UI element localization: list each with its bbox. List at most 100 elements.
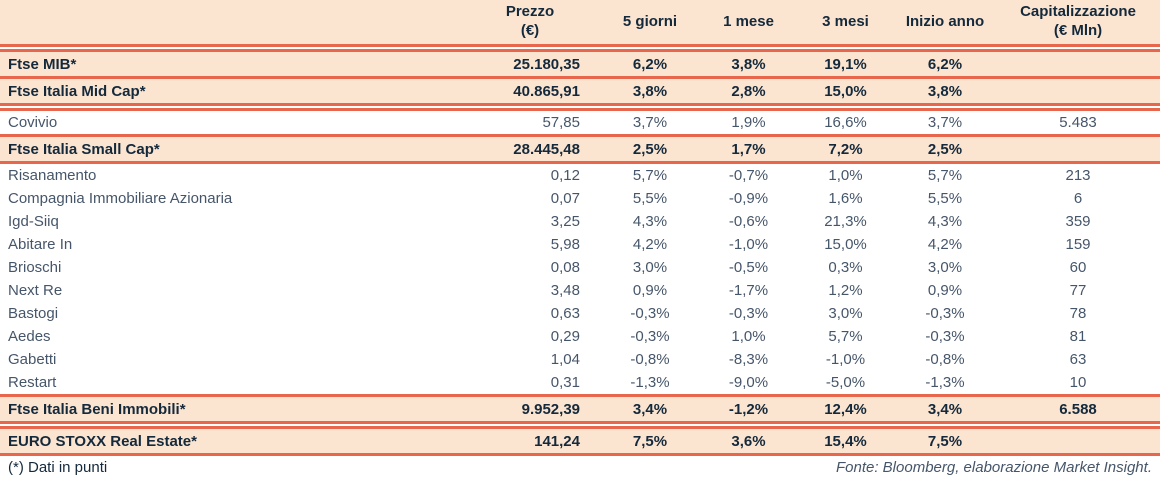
cell-3-mesi: 1,6% [828,190,863,207]
cell-3-mesi: 15,0% [824,236,867,253]
cell-inizio-anno: 5,5% [927,190,963,207]
cell-1-mese: 1,7% [731,140,766,158]
cell-inizio-anno: 5,7% [927,167,963,184]
cell-3-mesi: 16,6% [824,114,867,131]
table-row-stock: Aedes 0,29 -0,3% 1,0% 5,7% -0,3% 81 [0,325,1160,348]
table-row-stock: Abitare In 5,98 4,2% -1,0% 15,0% 4,2% 159 [0,233,1160,256]
cell-capitalizzazione [996,429,1160,453]
cell-name: Ftse Italia Beni Immobili* [8,400,186,418]
cell-1-mese: 2,8% [731,82,766,100]
cell-1-mese: 1,9% [731,114,766,131]
cell-prezzo: 0,31 [550,374,580,391]
cell-3-mesi: 5,7% [828,328,863,345]
cell-capitalizzazione: 60 [1069,259,1087,276]
cell-1-mese: -0,7% [728,167,769,184]
cell-inizio-anno: 4,2% [927,236,963,253]
cell-5-giorni: 5,5% [632,190,668,207]
table-row-stock: Igd-Siiq 3,25 4,3% -0,6% 21,3% 4,3% 359 [0,210,1160,233]
cell-name: Igd-Siiq [8,213,59,230]
cell-5-giorni: -0,3% [630,305,670,322]
cell-1-mese: -9,0% [728,374,769,391]
cell-5-giorni: 3,8% [632,82,668,100]
cell-1-mese: -0,3% [728,305,769,322]
cell-name: Risanamento [8,167,97,184]
cell-3-mesi: 3,0% [828,305,863,322]
cell-5-giorni: -0,3% [630,328,670,345]
table-row-index: EURO STOXX Real Estate* 141,24 7,5% 3,6% 15,… [0,429,1160,453]
cell-inizio-anno: 7,5% [927,432,963,450]
cell-prezzo: 9.952,39 [521,400,580,418]
cell-name: Aedes [8,328,51,345]
cell-capitalizzazione: 213 [1065,167,1091,184]
cell-3-mesi: 1,0% [828,167,863,184]
table-row-stock: Bastogi 0,63 -0,3% -0,3% 3,0% -0,3% 78 [0,302,1160,325]
cell-1-mese: 3,6% [731,432,766,450]
cell-capitalizzazione: 6 [1073,190,1083,207]
cell-capitalizzazione: 78 [1069,305,1087,322]
cell-5-giorni: 5,7% [632,167,668,184]
column-header-line: 5 giorni [622,12,678,30]
column-header-inizio-anno: Inizio anno [894,0,996,44]
cell-1-mese: -1,7% [728,282,769,299]
cell-inizio-anno: -0,3% [925,305,965,322]
cell-inizio-anno: -1,3% [925,374,965,391]
cell-capitalizzazione [996,137,1160,161]
table-row-stock: Gabetti 1,04 -0,8% -8,3% -1,0% -0,8% 63 [0,348,1160,371]
cell-1-mese: -8,3% [728,351,769,368]
cell-prezzo: 57,85 [542,114,580,131]
column-header-line: Prezzo [505,3,555,21]
table-row-stock: Brioschi 0,08 3,0% -0,5% 0,3% 3,0% 60 [0,256,1160,279]
cell-3-mesi: -5,0% [825,374,866,391]
column-header-line: Inizio anno [905,12,985,30]
cell-5-giorni: 3,7% [632,114,668,131]
cell-inizio-anno: 6,2% [927,55,963,73]
cell-name: Covivio [8,114,58,131]
cell-name: Ftse Italia Small Cap* [8,140,160,158]
rule-divider [0,134,1160,137]
double-rule-divider [0,103,1160,111]
cell-prezzo: 141,24 [534,432,580,450]
cell-inizio-anno: -0,8% [925,351,965,368]
column-header-5-giorni: 5 giorni [600,0,700,44]
cell-3-mesi: 19,1% [824,55,867,73]
cell-capitalizzazione: 6.588 [1059,400,1097,418]
cell-3-mesi: -1,0% [825,351,866,368]
cell-prezzo: 1,04 [550,351,580,368]
cell-1-mese: -1,2% [728,400,769,418]
column-header-line: Capitalizzazione [1020,3,1136,21]
cell-name: Ftse MIB* [8,55,77,73]
double-rule-divider [0,44,1160,52]
cell-1-mese: -0,6% [728,213,769,230]
cell-1-mese: 1,0% [731,328,766,345]
cell-capitalizzazione: 5.483 [1059,114,1097,131]
cell-5-giorni: 3,0% [632,259,668,276]
cell-prezzo: 0,29 [550,328,580,345]
cell-3-mesi: 15,4% [824,432,867,450]
cell-5-giorni: -1,3% [630,374,670,391]
cell-1-mese: -0,9% [728,190,769,207]
cell-prezzo: 25.180,35 [513,55,580,73]
cell-prezzo: 0,08 [550,259,580,276]
column-header-capitalizzazione: Capitalizzazione (€ Mln) [996,0,1160,44]
cell-3-mesi: 0,3% [828,259,863,276]
cell-inizio-anno: 0,9% [927,282,963,299]
rule-divider [0,76,1160,79]
cell-5-giorni: 6,2% [632,55,668,73]
cell-inizio-anno: 4,3% [927,213,963,230]
cell-prezzo: 0,63 [550,305,580,322]
table-row-index: Ftse MIB* 25.180,35 6,2% 3,8% 19,1% 6,2% [0,52,1160,76]
cell-inizio-anno: 3,0% [927,259,963,276]
cell-3-mesi: 7,2% [828,140,863,158]
table-row-stock: Covivio 57,85 3,7% 1,9% 16,6% 3,7% 5.483 [0,111,1160,134]
cell-5-giorni: 0,9% [632,282,668,299]
column-header-line: 1 mese [723,12,774,30]
cell-5-giorni: 7,5% [632,432,668,450]
cell-name: Brioschi [8,259,62,276]
cell-capitalizzazione: 359 [1065,213,1091,230]
column-header-line: 3 mesi [822,12,869,30]
cell-3-mesi: 1,2% [828,282,863,299]
cell-name: Ftse Italia Mid Cap* [8,82,146,100]
table-row-stock: Next Re 3,48 0,9% -1,7% 1,2% 0,9% 77 [0,279,1160,302]
cell-1-mese: -0,5% [728,259,769,276]
cell-name: Abitare In [8,236,73,253]
